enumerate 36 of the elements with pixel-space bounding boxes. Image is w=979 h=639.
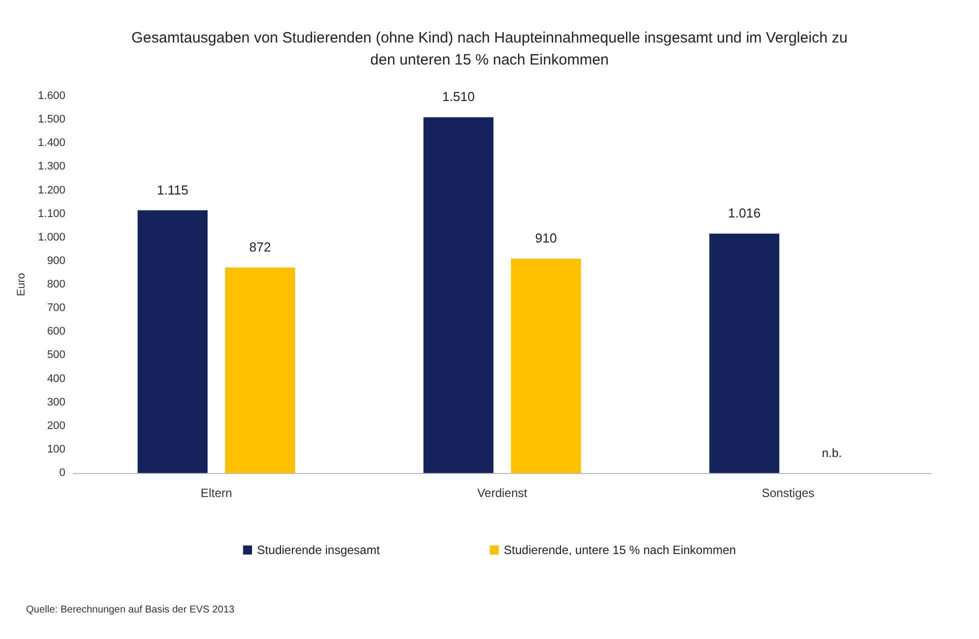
y-tick-label: 900 [47, 254, 66, 267]
y-tick-label: 800 [47, 278, 66, 290]
y-tick-label: 1.400 [38, 137, 66, 150]
chart-title: Gesamtausgaben von Studierenden (ohne Kind) nach Haupteinnahmequelle insgesamt und im Vergleich zu den unteren 15 % nach Einkommen [131, 30, 848, 68]
data-label: 872 [249, 240, 271, 255]
bar [423, 117, 494, 473]
x-tick-label: Sonstiges [762, 486, 814, 500]
data-label: 1.016 [728, 206, 761, 221]
y-axis-title: Euro [16, 272, 28, 296]
legend-label: Studierende insgesamt [257, 543, 380, 557]
y-tick-label: 1.100 [38, 208, 66, 220]
data-label: 1.510 [442, 89, 475, 104]
bar [225, 268, 296, 473]
y-tick-label: 1.500 [38, 114, 66, 126]
y-tick-label: 500 [47, 349, 66, 362]
legend-label: Studierende, untere 15 % nach Einkommen [504, 543, 736, 557]
bar [138, 210, 208, 473]
y-tick-label: 200 [47, 420, 66, 432]
bar [709, 234, 780, 473]
data-label: 1.115 [156, 182, 188, 198]
source-note: Quelle: Berechnungen auf Basis der EVS 2013 [26, 604, 235, 616]
y-tick-label: 700 [47, 302, 66, 314]
y-tick-label: 1.200 [38, 184, 66, 196]
bar [510, 258, 581, 473]
y-tick-label: 0 [59, 467, 66, 479]
text: n.b. [822, 446, 842, 460]
y-tick-label: 100 [47, 443, 66, 456]
y-tick-label: 1.600 [38, 90, 66, 102]
x-tick-label: Eltern [200, 486, 232, 500]
y-tick-label: 1.300 [38, 160, 66, 173]
x-tick-label: Verdienst [477, 486, 528, 500]
y-tick-label: 300 [47, 396, 66, 408]
y-tick-label: 600 [47, 326, 66, 338]
data-label: 910 [535, 230, 557, 246]
y-tick-label: 400 [47, 372, 66, 385]
y-tick-label: 1.000 [38, 231, 66, 244]
